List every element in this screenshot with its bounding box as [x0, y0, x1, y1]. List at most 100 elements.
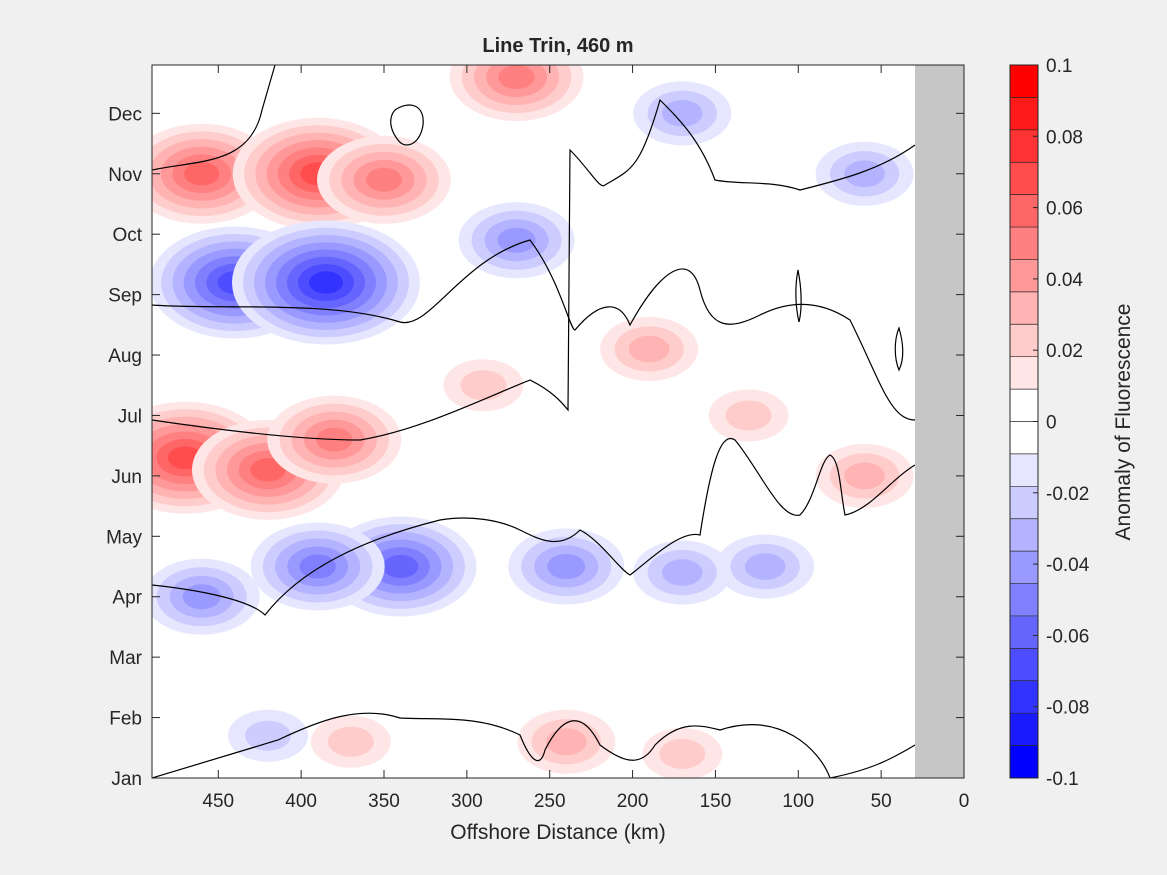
anomaly-contour-level [628, 335, 670, 363]
colorbar-segment [1010, 291, 1038, 325]
x-tick-label: 0 [959, 791, 970, 812]
y-tick-label: Sep [108, 286, 142, 307]
anomaly-contour-level [545, 728, 587, 756]
zero-contour-line [390, 104, 424, 146]
y-tick-label: Nov [108, 165, 142, 186]
anomaly-contour-level [309, 271, 343, 294]
colorbar: 0.1 0.08 0.06 0.04 0.02 0 -0.02 -0.04 -0.06 -0.08… [1009, 56, 1090, 790]
colorbar-tick-label: -0.1 [1046, 769, 1079, 790]
anomaly-contour-level [365, 167, 403, 192]
x-axis: 450 400 350 300 250 200 150 100 50 0 [202, 65, 969, 812]
zero-contour-line [152, 65, 276, 171]
colorbar-segment [1010, 583, 1038, 617]
colorbar-tick-label: -0.08 [1046, 698, 1089, 719]
y-tick-label: Aug [108, 346, 142, 367]
colorbar-segment [1010, 713, 1038, 747]
y-tick-label: Dec [108, 104, 142, 125]
colorbar-segment [1010, 551, 1038, 585]
anomaly-contour-level [661, 100, 703, 127]
y-tick-label: Oct [112, 225, 142, 246]
x-tick-label: 150 [700, 791, 732, 812]
zero-contour-line [152, 712, 916, 778]
zero-contour-line [795, 269, 802, 323]
colorbar-tick-label: 0.04 [1046, 270, 1083, 291]
colorbar-segment [1010, 615, 1038, 649]
colorbar-segment [1010, 421, 1038, 455]
anomaly-contour-level [497, 227, 536, 253]
colorbar-segment [1010, 259, 1038, 293]
x-tick-label: 350 [368, 791, 400, 812]
colorbar-segment [1010, 680, 1038, 714]
x-tick-label: 250 [534, 791, 566, 812]
chart-title: Line Trin, 460 m [482, 35, 633, 57]
colorbar-segment [1010, 453, 1038, 487]
anomaly-contour-level [182, 584, 221, 610]
anomaly-contour-level [709, 20, 755, 50]
anomaly-contour-level [245, 720, 291, 751]
no-data-region [915, 65, 964, 778]
zero-contour-line [894, 326, 904, 372]
colorbar-segment [1010, 745, 1038, 779]
colorbar-segment [1010, 486, 1038, 520]
anomaly-contour-level [146, 14, 192, 44]
colorbar-tick-label: -0.02 [1046, 484, 1089, 505]
anomaly-contour-level [460, 370, 507, 401]
x-tick-label: 200 [617, 791, 649, 812]
anomaly-contour-level [692, 9, 772, 61]
anomaly-contour-level [841, 9, 921, 61]
colorbar-segment [1010, 97, 1038, 131]
anomaly-contour-level [858, 20, 904, 50]
y-tick-label: May [106, 527, 142, 548]
x-tick-label: 300 [451, 791, 483, 812]
colorbar-segment [1010, 194, 1038, 228]
anomaly-contour-level [184, 162, 220, 186]
zero-contour-line [152, 239, 916, 421]
y-tick-label: Jul [118, 406, 142, 427]
anomaly-contour-level [498, 65, 535, 90]
anomaly-contour-level [547, 554, 586, 580]
anomaly-contour-level [382, 554, 419, 579]
x-tick-label: 450 [202, 791, 234, 812]
zero-contour-line [152, 98, 916, 441]
zero-contour-line [152, 437, 916, 616]
anomaly-contour-level [725, 400, 772, 431]
colorbar-segment [1010, 356, 1038, 390]
y-axis: Jan Feb Mar Apr May Jun Jul Aug Sep Oct Nov Dec [106, 104, 964, 790]
colorbar-segment [1010, 129, 1038, 163]
anomaly-contour-level [844, 462, 885, 490]
anomaly-contour-level [659, 738, 706, 769]
colorbar-segment [1010, 324, 1038, 358]
plot-frame [151, 64, 965, 779]
x-tick-label: 100 [782, 791, 814, 812]
colorbar-tick-label: 0 [1046, 413, 1057, 434]
x-tick-label: 400 [285, 791, 317, 812]
zero-contour-lines [152, 65, 916, 778]
colorbar-tick-label: 0.1 [1046, 56, 1072, 77]
colorbar-tick-label: 0.08 [1046, 127, 1083, 148]
colorbar-tick-label: -0.06 [1046, 626, 1089, 647]
anomaly-contour-level [844, 160, 885, 188]
colorbar-tick-label: 0.02 [1046, 341, 1083, 362]
colorbar-segment [1010, 162, 1038, 196]
y-tick-label: Feb [109, 709, 142, 730]
anomaly-contour-level [661, 559, 703, 586]
colorbar-segment [1010, 389, 1038, 422]
anomaly-contour-level [129, 3, 209, 55]
y-tick-label: Jan [111, 769, 142, 790]
anomaly-contour-level [250, 458, 286, 482]
colorbar-label: Anomaly of Fluorescence [1112, 304, 1135, 541]
anomaly-contour-level [327, 726, 374, 757]
colorbar-segment [1010, 227, 1038, 260]
anomaly-contour-level [299, 554, 336, 579]
colorbar-tick-label: -0.04 [1046, 555, 1090, 576]
x-tick-label: 50 [871, 791, 892, 812]
x-axis-label: Offshore Distance (km) [450, 821, 666, 844]
colorbar-segment [1010, 648, 1038, 682]
anomaly-contour-level [744, 553, 786, 580]
contour-fill-layer [129, 3, 921, 778]
y-tick-label: Jun [111, 467, 142, 488]
colorbar-tick-label: 0.06 [1046, 199, 1083, 220]
y-tick-label: Apr [112, 588, 142, 609]
y-tick-label: Mar [109, 648, 142, 669]
